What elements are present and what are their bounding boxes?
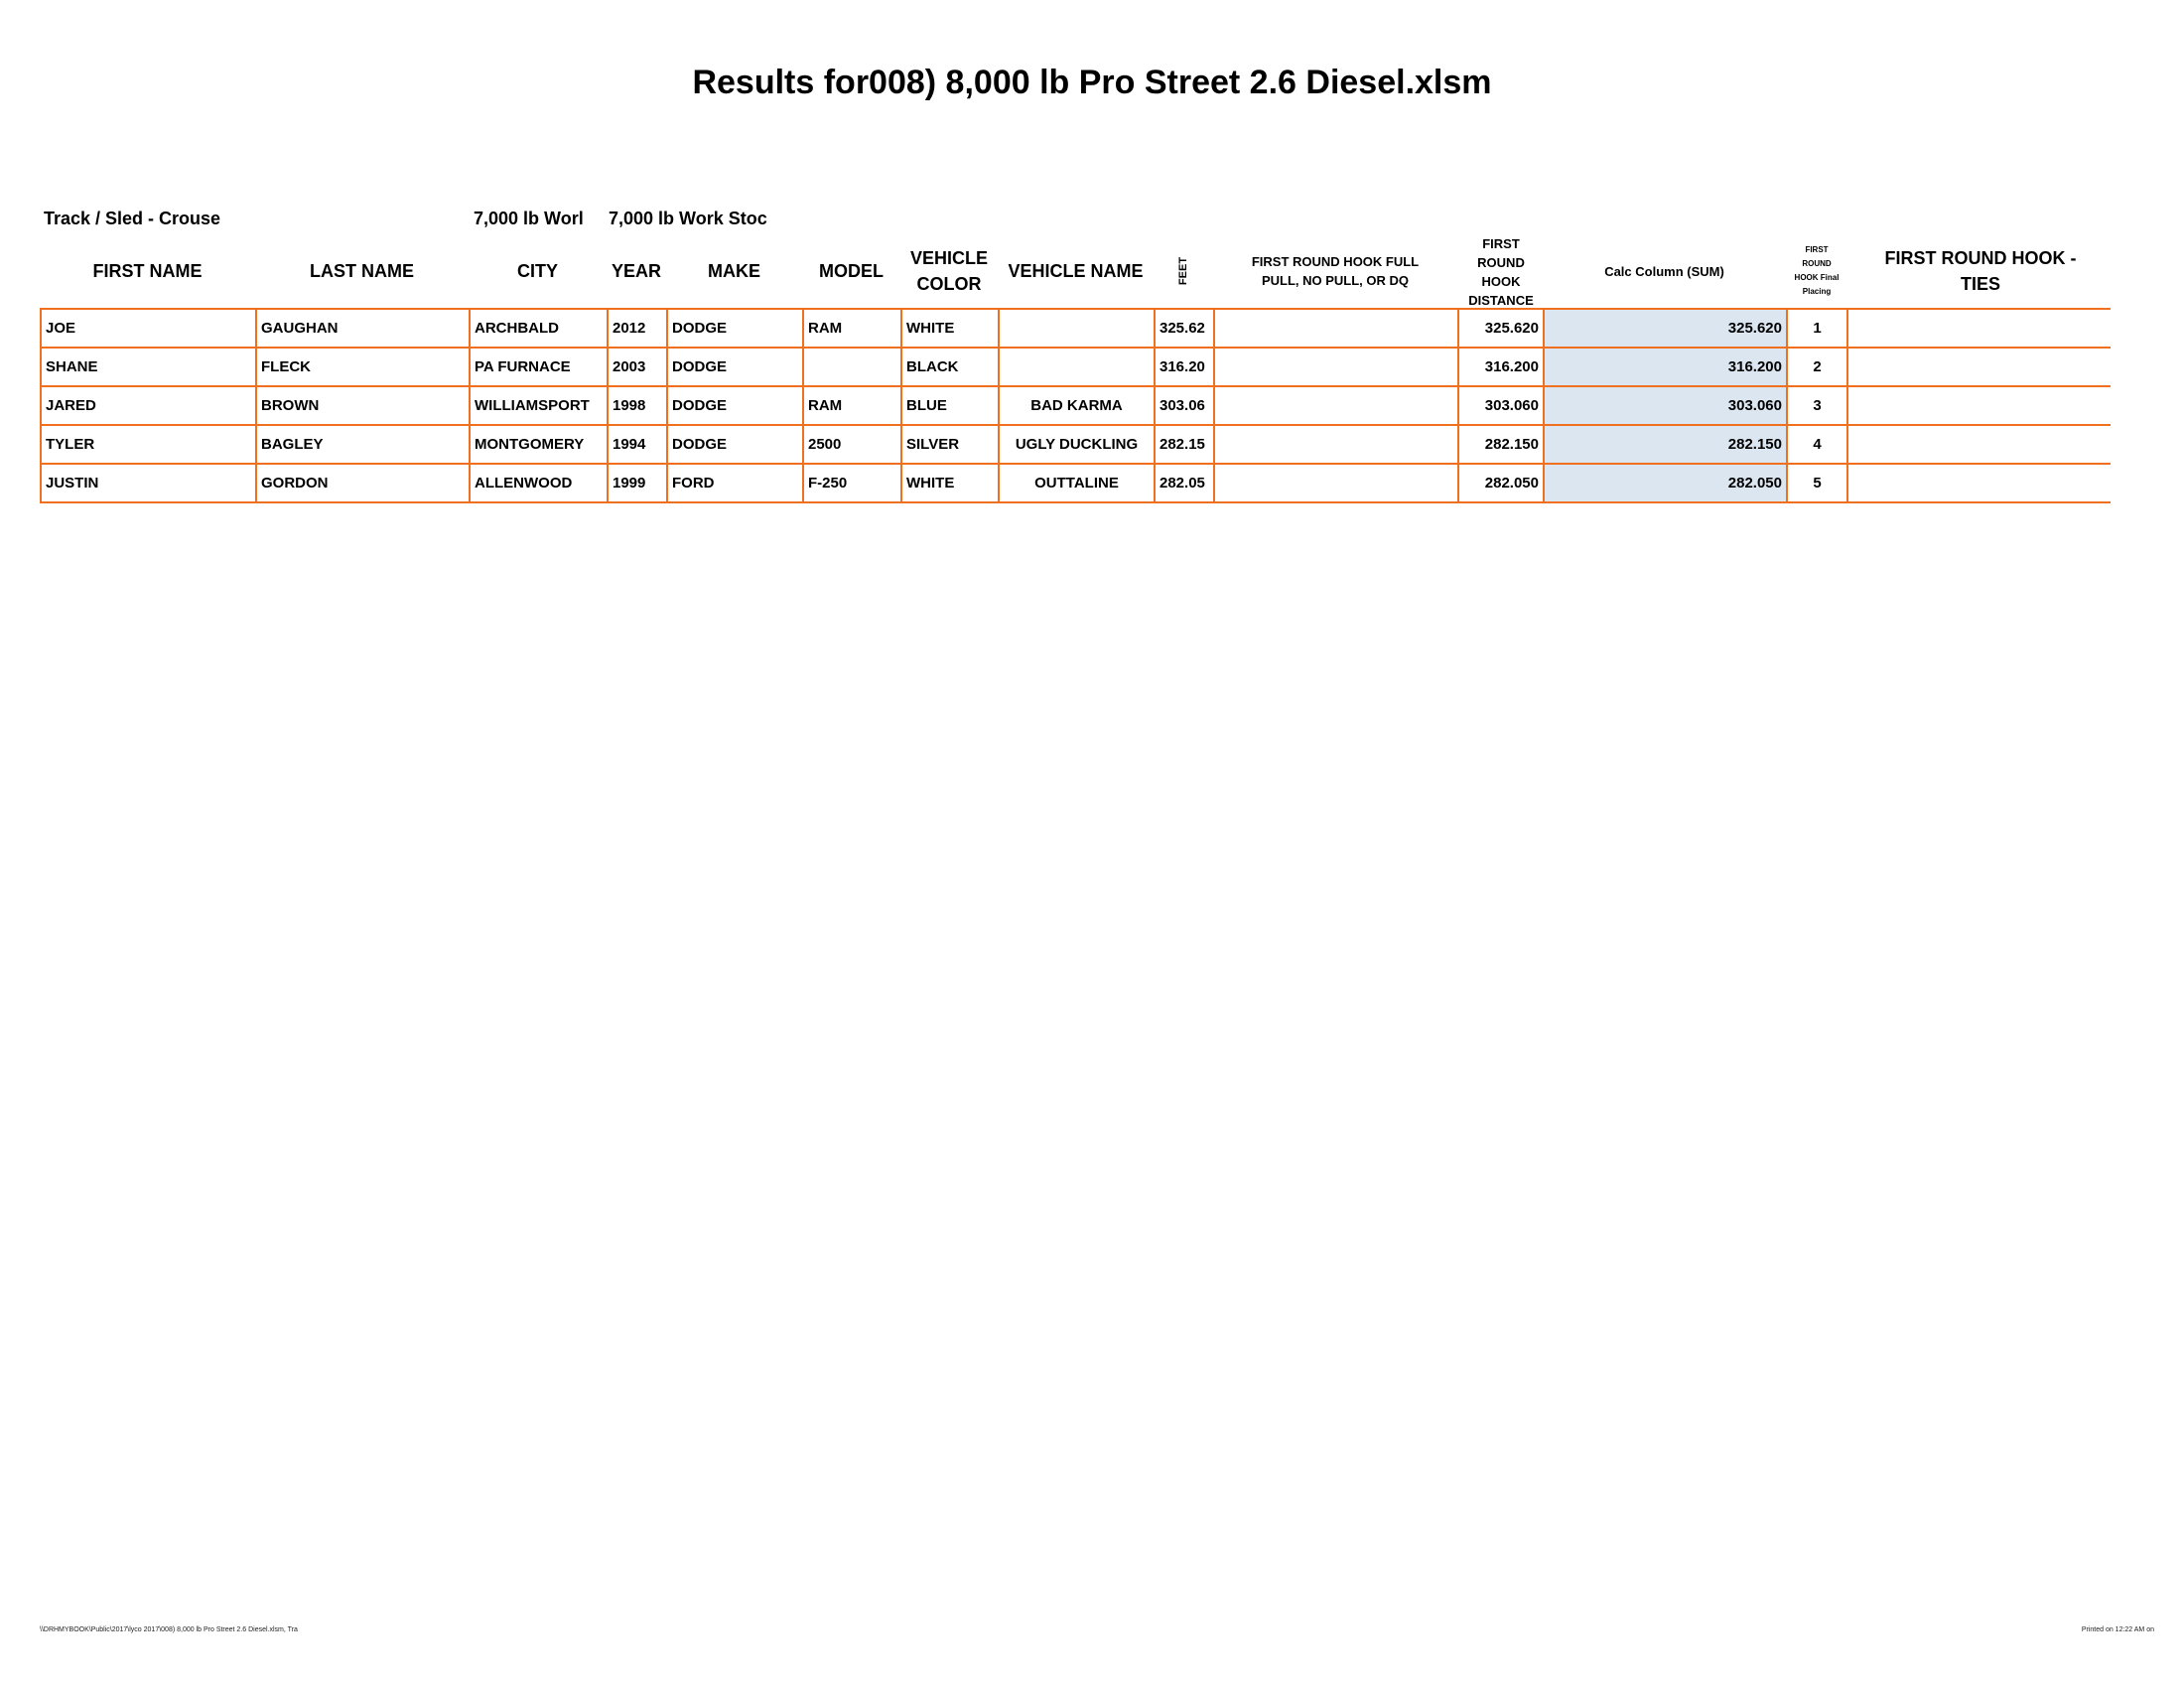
header-ties: FIRST ROUND HOOK - TIES [1884, 248, 2077, 294]
cell-year[interactable]: 2003 [607, 347, 668, 387]
header-make: MAKE [708, 261, 760, 281]
cell-feet[interactable]: 282.05 [1154, 463, 1215, 503]
results-table: JOE GAUGHAN ARCHBALD 2012 DODGE RAM WHITE 325.6… [40, 308, 2111, 503]
cell-ties[interactable] [1846, 463, 2111, 503]
cell-calc[interactable]: 303.060 [1543, 385, 1788, 426]
cell-first[interactable]: JOE [40, 308, 257, 349]
cell-distance[interactable]: 282.150 [1457, 424, 1545, 465]
cell-year[interactable]: 1999 [607, 463, 668, 503]
cell-last[interactable]: BROWN [255, 385, 471, 426]
header-model: MODEL [819, 261, 884, 281]
cell-model[interactable] [802, 347, 902, 387]
cell-feet[interactable]: 282.15 [1154, 424, 1215, 465]
cell-vname[interactable]: BAD KARMA [998, 385, 1156, 426]
cell-year[interactable]: 2012 [607, 308, 668, 349]
cell-make[interactable]: DODGE [666, 308, 804, 349]
cell-vname[interactable]: UGLY DUCKLING [998, 424, 1156, 465]
cell-status[interactable] [1213, 385, 1459, 426]
header-feet-text: FEET [1177, 256, 1189, 286]
cell-color[interactable]: SILVER [900, 424, 1000, 465]
table-row: JOE GAUGHAN ARCHBALD 2012 DODGE RAM WHITE 325.6… [40, 308, 2111, 349]
cell-calc[interactable]: 316.200 [1543, 347, 1788, 387]
table-row: JUSTIN GORDON ALLENWOOD 1999 FORD F-250 WHITE O… [40, 463, 2111, 503]
cell-city[interactable]: PA FURNACE [469, 347, 609, 387]
cell-first[interactable]: TYLER [40, 424, 257, 465]
cell-ties[interactable] [1846, 308, 2111, 349]
cell-feet[interactable]: 303.06 [1154, 385, 1215, 426]
class-label-1: 7,000 lb Worl [474, 209, 584, 228]
header-hook-distance: FIRST ROUND HOOK DISTANCE [1468, 236, 1534, 308]
header-first-name: FIRST NAME [92, 261, 203, 281]
table-row: TYLER BAGLEY MONTGOMERY 1994 DODGE 2500 SILVER… [40, 424, 2111, 465]
cell-distance[interactable]: 303.060 [1457, 385, 1545, 426]
cell-last[interactable]: FLECK [255, 347, 471, 387]
cell-color[interactable]: BLACK [900, 347, 1000, 387]
header-placing: FIRST ROUND HOOK Final Placing [1794, 245, 1840, 296]
cell-vname[interactable]: OUTTALINE [998, 463, 1156, 503]
cell-distance[interactable]: 325.620 [1457, 308, 1545, 349]
cell-make[interactable]: DODGE [666, 347, 804, 387]
cell-last[interactable]: BAGLEY [255, 424, 471, 465]
cell-color[interactable]: WHITE [900, 308, 1000, 349]
cell-last[interactable]: GAUGHAN [255, 308, 471, 349]
cell-model[interactable]: F-250 [802, 463, 902, 503]
cell-calc[interactable]: 282.150 [1543, 424, 1788, 465]
cell-make[interactable]: FORD [666, 463, 804, 503]
cell-city[interactable]: ARCHBALD [469, 308, 609, 349]
cell-ties[interactable] [1846, 385, 2111, 426]
cell-status[interactable] [1213, 308, 1459, 349]
cell-status[interactable] [1213, 424, 1459, 465]
cell-first[interactable]: JUSTIN [40, 463, 257, 503]
header-vehicle-name: VEHICLE NAME [1008, 261, 1144, 281]
header-last-name: LAST NAME [310, 261, 414, 281]
cell-distance[interactable]: 316.200 [1457, 347, 1545, 387]
cell-vname[interactable] [998, 308, 1156, 349]
cell-ties[interactable] [1846, 347, 2111, 387]
cell-year[interactable]: 1994 [607, 424, 668, 465]
cell-first[interactable]: SHANE [40, 347, 257, 387]
cell-make[interactable]: DODGE [666, 385, 804, 426]
cell-last[interactable]: GORDON [255, 463, 471, 503]
cell-color[interactable]: BLUE [900, 385, 1000, 426]
header-vehicle-color: VEHICLE COLOR [909, 248, 988, 294]
header-year: YEAR [611, 261, 661, 281]
cell-feet[interactable]: 316.20 [1154, 347, 1215, 387]
cell-first[interactable]: JARED [40, 385, 257, 426]
cell-place[interactable]: 4 [1786, 424, 1848, 465]
track-label: Track / Sled - Crouse [44, 209, 221, 228]
footer-file-path: \\DRHMYBOOK\Public\2017\lyco 2017\008) 8… [40, 1626, 298, 1633]
cell-ties[interactable] [1846, 424, 2111, 465]
cell-city[interactable]: ALLENWOOD [469, 463, 609, 503]
table-row: JARED BROWN WILLIAMSPORT 1998 DODGE RAM BLUE BA… [40, 385, 2111, 426]
cell-distance[interactable]: 282.050 [1457, 463, 1545, 503]
header-feet: FEET [1154, 234, 1213, 308]
cell-make[interactable]: DODGE [666, 424, 804, 465]
cell-status[interactable] [1213, 463, 1459, 503]
cell-place[interactable]: 5 [1786, 463, 1848, 503]
footer-printed: Printed on 12:22 AM on [2081, 1626, 2154, 1633]
header-hook-status: FIRST ROUND HOOK FULL PULL, NO PULL, OR … [1251, 254, 1420, 288]
cell-year[interactable]: 1998 [607, 385, 668, 426]
cell-city[interactable]: WILLIAMSPORT [469, 385, 609, 426]
table-row: SHANE FLECK PA FURNACE 2003 DODGE BLACK 316.20… [40, 347, 2111, 387]
cell-place[interactable]: 3 [1786, 385, 1848, 426]
cell-model[interactable]: RAM [802, 385, 902, 426]
header-city: CITY [516, 261, 558, 281]
cell-vname[interactable] [998, 347, 1156, 387]
cell-city[interactable]: MONTGOMERY [469, 424, 609, 465]
class-label-2: 7,000 lb Work Stoc [609, 209, 767, 228]
cell-model[interactable]: RAM [802, 308, 902, 349]
cell-calc[interactable]: 325.620 [1543, 308, 1788, 349]
cell-place[interactable]: 2 [1786, 347, 1848, 387]
cell-place[interactable]: 1 [1786, 308, 1848, 349]
cell-calc[interactable]: 282.050 [1543, 463, 1788, 503]
cell-color[interactable]: WHITE [900, 463, 1000, 503]
header-calc: Calc Column (SUM) [1604, 263, 1724, 279]
cell-feet[interactable]: 325.62 [1154, 308, 1215, 349]
cell-model[interactable]: 2500 [802, 424, 902, 465]
page-title: Results for008) 8,000 lb Pro Street 2.6 … [692, 64, 1492, 101]
cell-status[interactable] [1213, 347, 1459, 387]
